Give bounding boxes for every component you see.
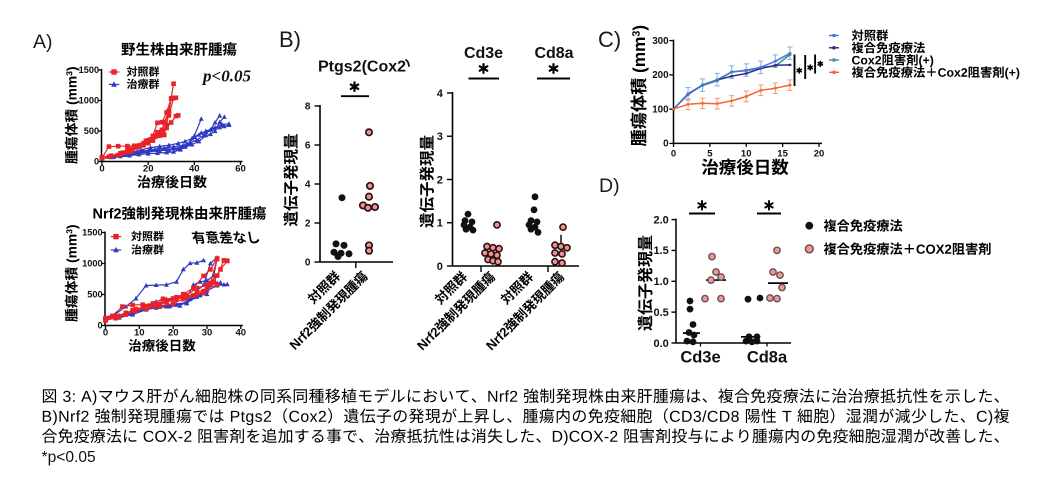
svg-text:Cd3e: Cd3e	[464, 45, 503, 62]
svg-text:0: 0	[94, 157, 99, 167]
svg-text:p<0.05: p<0.05	[201, 67, 251, 86]
svg-text:40: 40	[189, 164, 200, 175]
svg-text:500: 500	[87, 290, 102, 300]
svg-text:1.0: 1.0	[654, 276, 669, 288]
svg-text:10: 10	[741, 149, 752, 160]
svg-text:0: 0	[97, 321, 102, 331]
svg-text:10: 10	[134, 328, 145, 339]
svg-text:8: 8	[305, 101, 311, 112]
svg-text:5: 5	[707, 149, 713, 160]
svg-text:20: 20	[814, 149, 825, 160]
svg-text:Cd8a: Cd8a	[747, 349, 788, 367]
svg-text:B): B)	[279, 27, 301, 52]
svg-text:30: 30	[202, 328, 213, 339]
svg-text:1500: 1500	[82, 228, 102, 238]
svg-text:0.0: 0.0	[654, 338, 669, 350]
svg-text:3: 3	[437, 131, 443, 143]
svg-text:15: 15	[777, 149, 788, 160]
svg-text:0: 0	[103, 328, 108, 339]
svg-text:Ptgs2(Cox2: Ptgs2(Cox2	[318, 59, 406, 76]
svg-text:300: 300	[652, 36, 669, 47]
svg-text:100: 100	[652, 104, 669, 115]
svg-text:4: 4	[305, 179, 311, 190]
svg-text:1000: 1000	[82, 259, 102, 269]
svg-text:0: 0	[663, 139, 669, 150]
svg-text:0: 0	[99, 164, 104, 175]
svg-text:500: 500	[84, 126, 99, 136]
svg-text:0: 0	[305, 257, 311, 268]
svg-text:40: 40	[236, 328, 247, 339]
svg-text:1500: 1500	[79, 65, 99, 75]
svg-text:20: 20	[143, 164, 154, 175]
svg-text:0.5: 0.5	[654, 307, 669, 319]
svg-text:1: 1	[437, 218, 443, 230]
svg-text:0: 0	[671, 149, 676, 160]
svg-text:6: 6	[305, 140, 311, 151]
svg-text:Cd8a: Cd8a	[534, 45, 573, 62]
svg-text:C): C)	[598, 27, 621, 52]
svg-text:Cd3e: Cd3e	[680, 349, 720, 367]
svg-text:2: 2	[437, 174, 443, 186]
svg-text:60: 60	[235, 164, 246, 175]
svg-text:A): A)	[33, 31, 53, 53]
svg-text:D): D)	[599, 175, 620, 197]
svg-text:2: 2	[305, 218, 311, 229]
svg-text:0: 0	[437, 261, 443, 273]
svg-text:20: 20	[168, 328, 179, 339]
svg-text:2.0: 2.0	[654, 214, 669, 226]
svg-text:200: 200	[652, 70, 669, 81]
svg-text:*p<0.05: *p<0.05	[42, 449, 97, 466]
svg-text:1.5: 1.5	[654, 245, 669, 257]
svg-text:1000: 1000	[79, 96, 99, 106]
svg-text:4: 4	[437, 88, 444, 100]
